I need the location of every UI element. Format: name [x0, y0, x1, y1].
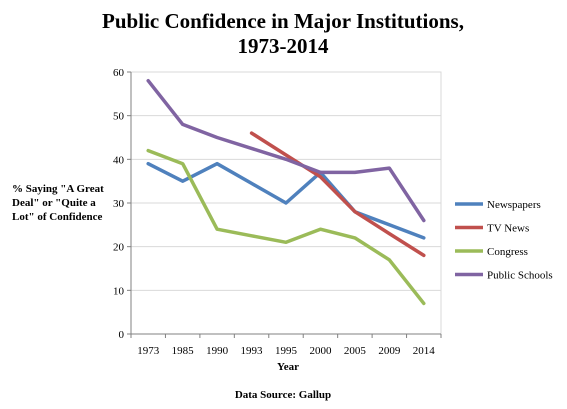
x-tick-label-8: 2014	[413, 345, 436, 357]
chart-title-line-2: 1973-2014	[238, 34, 329, 58]
x-axis-title: Year	[277, 361, 299, 373]
chart-title-line-1: Public Confidence in Major Institutions,	[102, 9, 464, 33]
x-tick-label-0: 1973	[137, 345, 160, 357]
y-tick-label-4: 40	[113, 154, 125, 166]
legend-label-newspapers: Newspapers	[487, 199, 541, 211]
x-tick-label-2: 1990	[206, 345, 229, 357]
legend-label-congress: Congress	[487, 246, 528, 258]
y-tick-label-1: 10	[113, 285, 125, 297]
y-tick-label-6: 60	[113, 67, 125, 79]
x-tick-label-5: 2000	[309, 345, 332, 357]
series-line-congress	[146, 148, 426, 306]
legend-label-tv-news: TV News	[487, 223, 529, 235]
y-axis-title-line-3: Lot" of Confidence	[12, 211, 103, 223]
x-tick-label-3: 1993	[241, 345, 264, 357]
x-tick-label-7: 2009	[378, 345, 401, 357]
y-tick-label-3: 30	[113, 198, 125, 210]
series-line-newspapers	[146, 161, 426, 240]
y-axis-title-line-1: % Saying "A Great	[12, 183, 104, 195]
legend: Newspapers TV News Congress Public Schools	[455, 199, 553, 282]
series-line-tv-news	[249, 131, 426, 258]
x-tick-label-6: 2005	[344, 345, 367, 357]
series-line-public-schools	[146, 78, 426, 223]
y-axis-title-line-2: Deal" or "Quite a	[12, 197, 96, 209]
y-tick-label-2: 20	[113, 242, 125, 254]
x-axis-ticks: 1973 1985 1990 1993 1995 2000 2005 2009 2014	[130, 334, 442, 357]
y-axis-ticks: 0 10 20 30 40 50 60	[113, 67, 131, 341]
x-tick-label-4: 1995	[275, 345, 298, 357]
legend-label-public-schools: Public Schools	[487, 270, 553, 282]
y-tick-label-0: 0	[119, 329, 125, 341]
x-tick-label-1: 1985	[172, 345, 195, 357]
y-tick-label-5: 50	[113, 111, 125, 123]
gridlines	[131, 71, 441, 291]
series-lines	[146, 78, 426, 306]
data-source-note: Data Source: Gallup	[235, 389, 331, 401]
